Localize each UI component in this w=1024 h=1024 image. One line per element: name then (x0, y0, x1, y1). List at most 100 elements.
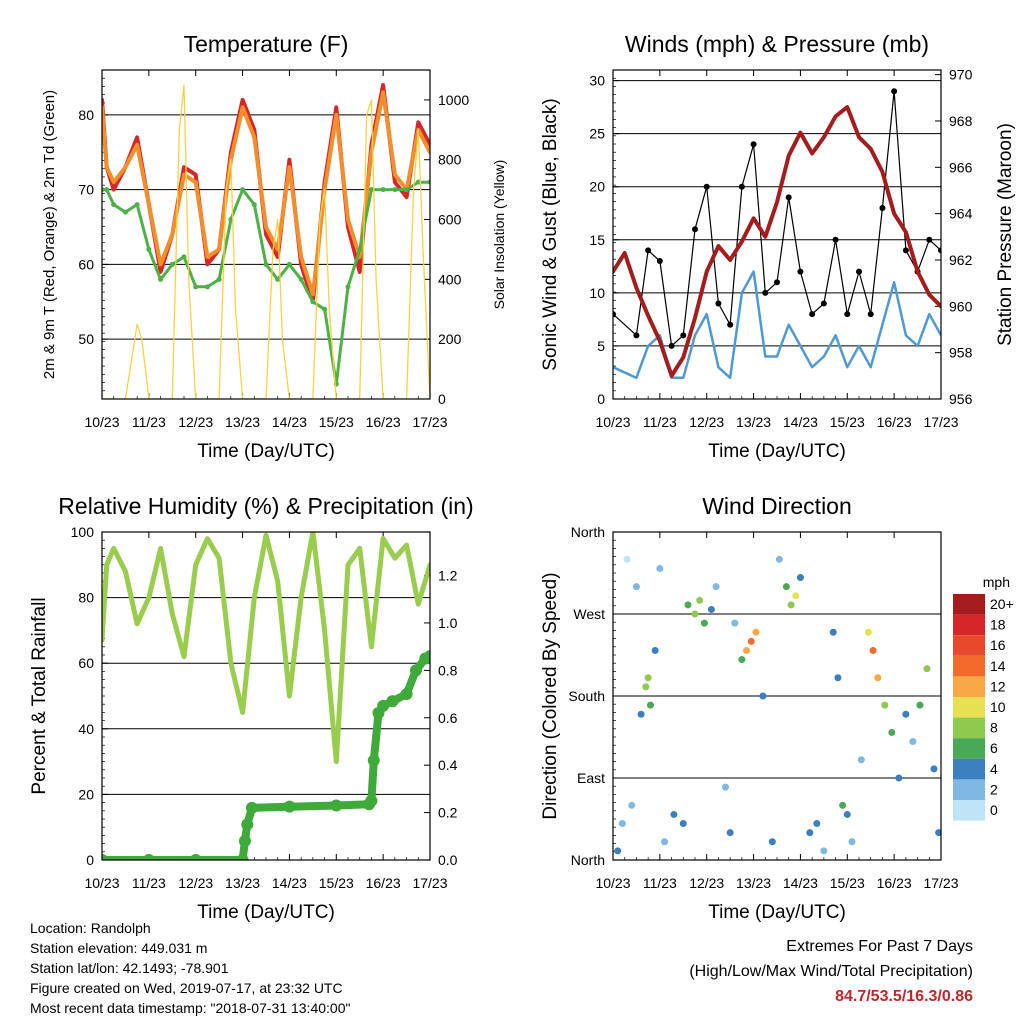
plot-frame (612, 69, 942, 400)
y-right-tick-label: 1.2 (438, 568, 458, 584)
y-tick-label: 60 (78, 655, 94, 671)
wind-direction-point (670, 810, 678, 818)
data-point-precip (245, 801, 258, 814)
data-point-td2m (111, 202, 117, 208)
data-point-precip (102, 854, 108, 860)
data-point-td2m (286, 261, 292, 267)
y-tick-label: 60 (78, 256, 94, 272)
data-point-td2m (368, 187, 374, 193)
series-line-gust (613, 90, 941, 347)
y-right-tick-label: 968 (949, 113, 973, 129)
wind-direction-point (869, 646, 877, 654)
x-axis-label: Time (Day/UTC) (708, 441, 846, 462)
wind-direction-point (731, 619, 739, 627)
data-point-td2m (204, 284, 210, 290)
plot-area (102, 83, 430, 399)
data-point-td2m (427, 179, 430, 185)
data-point-precip (367, 754, 380, 767)
chart-panel-1: Winds (mph) & Pressure (mb) Time (Day/UTC… (540, 31, 1016, 462)
wind-direction-point (679, 820, 687, 828)
extremes-values: 84.7/53.5/16.3/0.86 (835, 988, 973, 1005)
y-tick-label: 5 (597, 338, 605, 354)
wind-direction-point (775, 555, 783, 563)
wind-direction-point (768, 838, 776, 846)
data-point-gust (891, 88, 898, 95)
x-tick-label: 13/23 (736, 875, 771, 891)
y-right-tick-label: 0.6 (438, 710, 458, 726)
wind-direction-point (796, 574, 804, 582)
x-tick-label: 16/23 (366, 875, 401, 891)
data-point-gust (613, 311, 616, 318)
y-right-tick-label: 960 (949, 298, 973, 314)
x-tick-label: 13/23 (225, 875, 260, 891)
data-point-precip (409, 664, 422, 677)
series-line-rh (102, 532, 430, 765)
data-point-precip (142, 854, 155, 860)
chart-panel-0: Temperature (F) Time (Day/UTC) 2m & 9m T (… (41, 31, 507, 462)
wind-direction-point (623, 555, 631, 563)
wind-direction-point (721, 783, 729, 791)
figure-created: Figure created on Wed, 2019-07-17, at 23… (30, 980, 343, 996)
plot-area (613, 88, 941, 380)
wind-direction-point (935, 829, 941, 837)
y-tick-label: 80 (78, 590, 94, 606)
chart-title: Temperature (F) (184, 31, 349, 57)
x-tick-label: 16/23 (877, 875, 912, 891)
chart-title: Wind Direction (702, 493, 852, 519)
data-point-gust (938, 247, 941, 254)
wind-direction-point (839, 801, 847, 809)
y-tick-label: 40 (78, 721, 94, 737)
extremes-box: Extremes For Past 7 Days (High/Low/Max W… (689, 934, 973, 1009)
x-tick-label: 15/23 (830, 875, 865, 891)
x-axis-label: Time (Day/UTC) (197, 441, 335, 462)
data-point-precip (189, 854, 202, 860)
wind-direction-point (813, 820, 821, 828)
wind-direction-point (661, 838, 669, 846)
y-right-tick-label: 962 (949, 252, 973, 268)
data-point-gust (680, 332, 687, 339)
wind-direction-point (618, 820, 626, 828)
data-point-gust (856, 268, 862, 275)
data-point-gust (820, 300, 827, 307)
wind-direction-point (792, 592, 800, 600)
data-point-td2m (122, 209, 128, 215)
legend-swatch (953, 738, 985, 759)
data-point-td2m (193, 284, 199, 290)
y-tick-label: 70 (78, 182, 94, 198)
data-point-gust (656, 258, 663, 265)
x-tick-label: 11/23 (643, 414, 677, 430)
y-right-tick-label: 0.4 (438, 757, 458, 773)
y-right-tick-label: 200 (438, 331, 462, 347)
data-point-td2m (158, 276, 164, 282)
wind-direction-point (646, 701, 654, 709)
y-tick-label: North (571, 852, 605, 868)
data-point-gust (785, 194, 792, 201)
wind-direction-point (864, 628, 872, 636)
legend-swatch (953, 614, 985, 636)
y-tick-label: 0 (597, 391, 605, 407)
wind-direction-point (738, 656, 746, 664)
x-tick-label: 10/23 (595, 414, 630, 430)
legend-swatch (953, 779, 985, 800)
extremes-title: Extremes For Past 7 Days (786, 938, 973, 955)
wind-direction-point (857, 756, 865, 764)
data-point-gust (762, 289, 769, 296)
station-info: Location: Randolph Station elevation: 44… (30, 918, 350, 1018)
y-tick-label: 50 (78, 331, 94, 347)
x-tick-label: 10/23 (84, 414, 119, 430)
y-right-tick-label: 956 (949, 391, 973, 407)
wind-direction-point (696, 596, 704, 604)
x-axis-label: Time (Day/UTC) (708, 902, 846, 923)
data-point-td2m (240, 187, 246, 193)
y-tick-label: 20 (78, 786, 94, 802)
data-point-gust (668, 342, 675, 349)
y-right-tick-label: 0.2 (438, 805, 458, 821)
data-point-td2m (275, 276, 281, 282)
data-point-td2m (404, 187, 410, 193)
data-point-gust (844, 311, 851, 318)
data-point-gust (879, 204, 886, 211)
x-tick-label: 15/23 (830, 414, 865, 430)
wind-direction-point (888, 728, 896, 736)
y-tick-label: West (573, 606, 605, 622)
data-point-td2m (322, 306, 328, 312)
